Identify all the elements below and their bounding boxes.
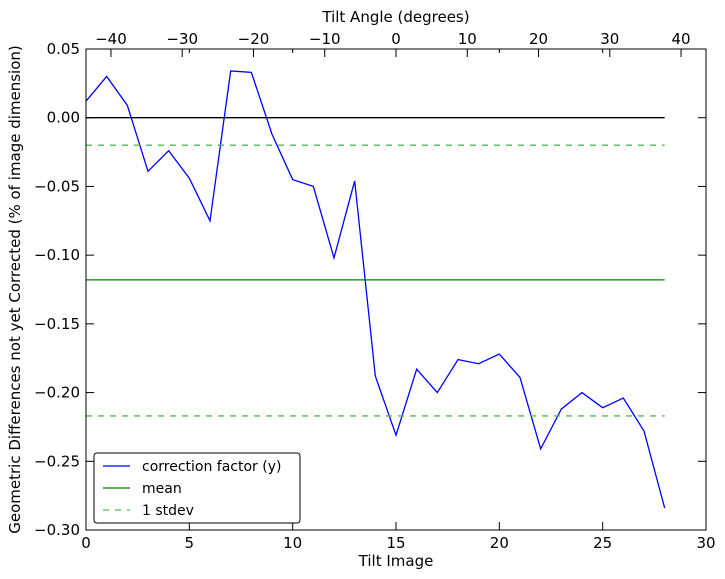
legend: correction factor (y) mean 1 stdev (93, 452, 301, 524)
y-tick-label: −0.10 (34, 246, 80, 264)
x-tick-label: 30 (696, 534, 715, 552)
y-tick-label: −0.25 (34, 452, 80, 470)
y-axis-title: Geometric Differences not yet Corrected … (6, 45, 24, 534)
top-tick-label: −40 (95, 30, 127, 48)
y-tick-label: 0.00 (47, 109, 80, 127)
y-tick-label: −0.30 (34, 521, 80, 539)
top-tick-label: 10 (458, 30, 477, 48)
y-tick-label: −0.15 (34, 315, 80, 333)
legend-label: 1 stdev (142, 503, 194, 519)
top-tick-label: −20 (238, 30, 270, 48)
series-layer (85, 70, 666, 509)
y-tick-label: −0.05 (34, 177, 80, 195)
x-axis-title: Tilt Image (358, 552, 434, 570)
top-axis-title: Tilt Angle (degrees) (321, 8, 469, 26)
x-tick-label: 25 (593, 534, 612, 552)
legend-label: correction factor (y) (142, 459, 281, 475)
top-tick-label: 40 (672, 30, 691, 48)
legend-label: mean (142, 481, 182, 497)
x-tick-label: 0 (81, 534, 91, 552)
top-tick-label: 0 (391, 30, 401, 48)
y-tick-label: −0.20 (34, 384, 80, 402)
ticks-layer: 0 5 10 15 20 25 30 0.05 0.00 −0.05 −0.10 −0.15 −0.20… (34, 30, 716, 552)
top-tick-label: −10 (309, 30, 341, 48)
legend-box (93, 452, 301, 524)
x-tick-label: 10 (283, 534, 302, 552)
top-tick-label: 20 (529, 30, 548, 48)
x-tick-label: 20 (490, 534, 509, 552)
x-tick-label: 5 (185, 534, 195, 552)
series-line-0 (85, 70, 666, 509)
x-tick-label: 15 (386, 534, 405, 552)
top-tick-label: 30 (600, 30, 619, 48)
y-tick-label: 0.05 (47, 40, 80, 58)
top-tick-label: −30 (166, 30, 198, 48)
